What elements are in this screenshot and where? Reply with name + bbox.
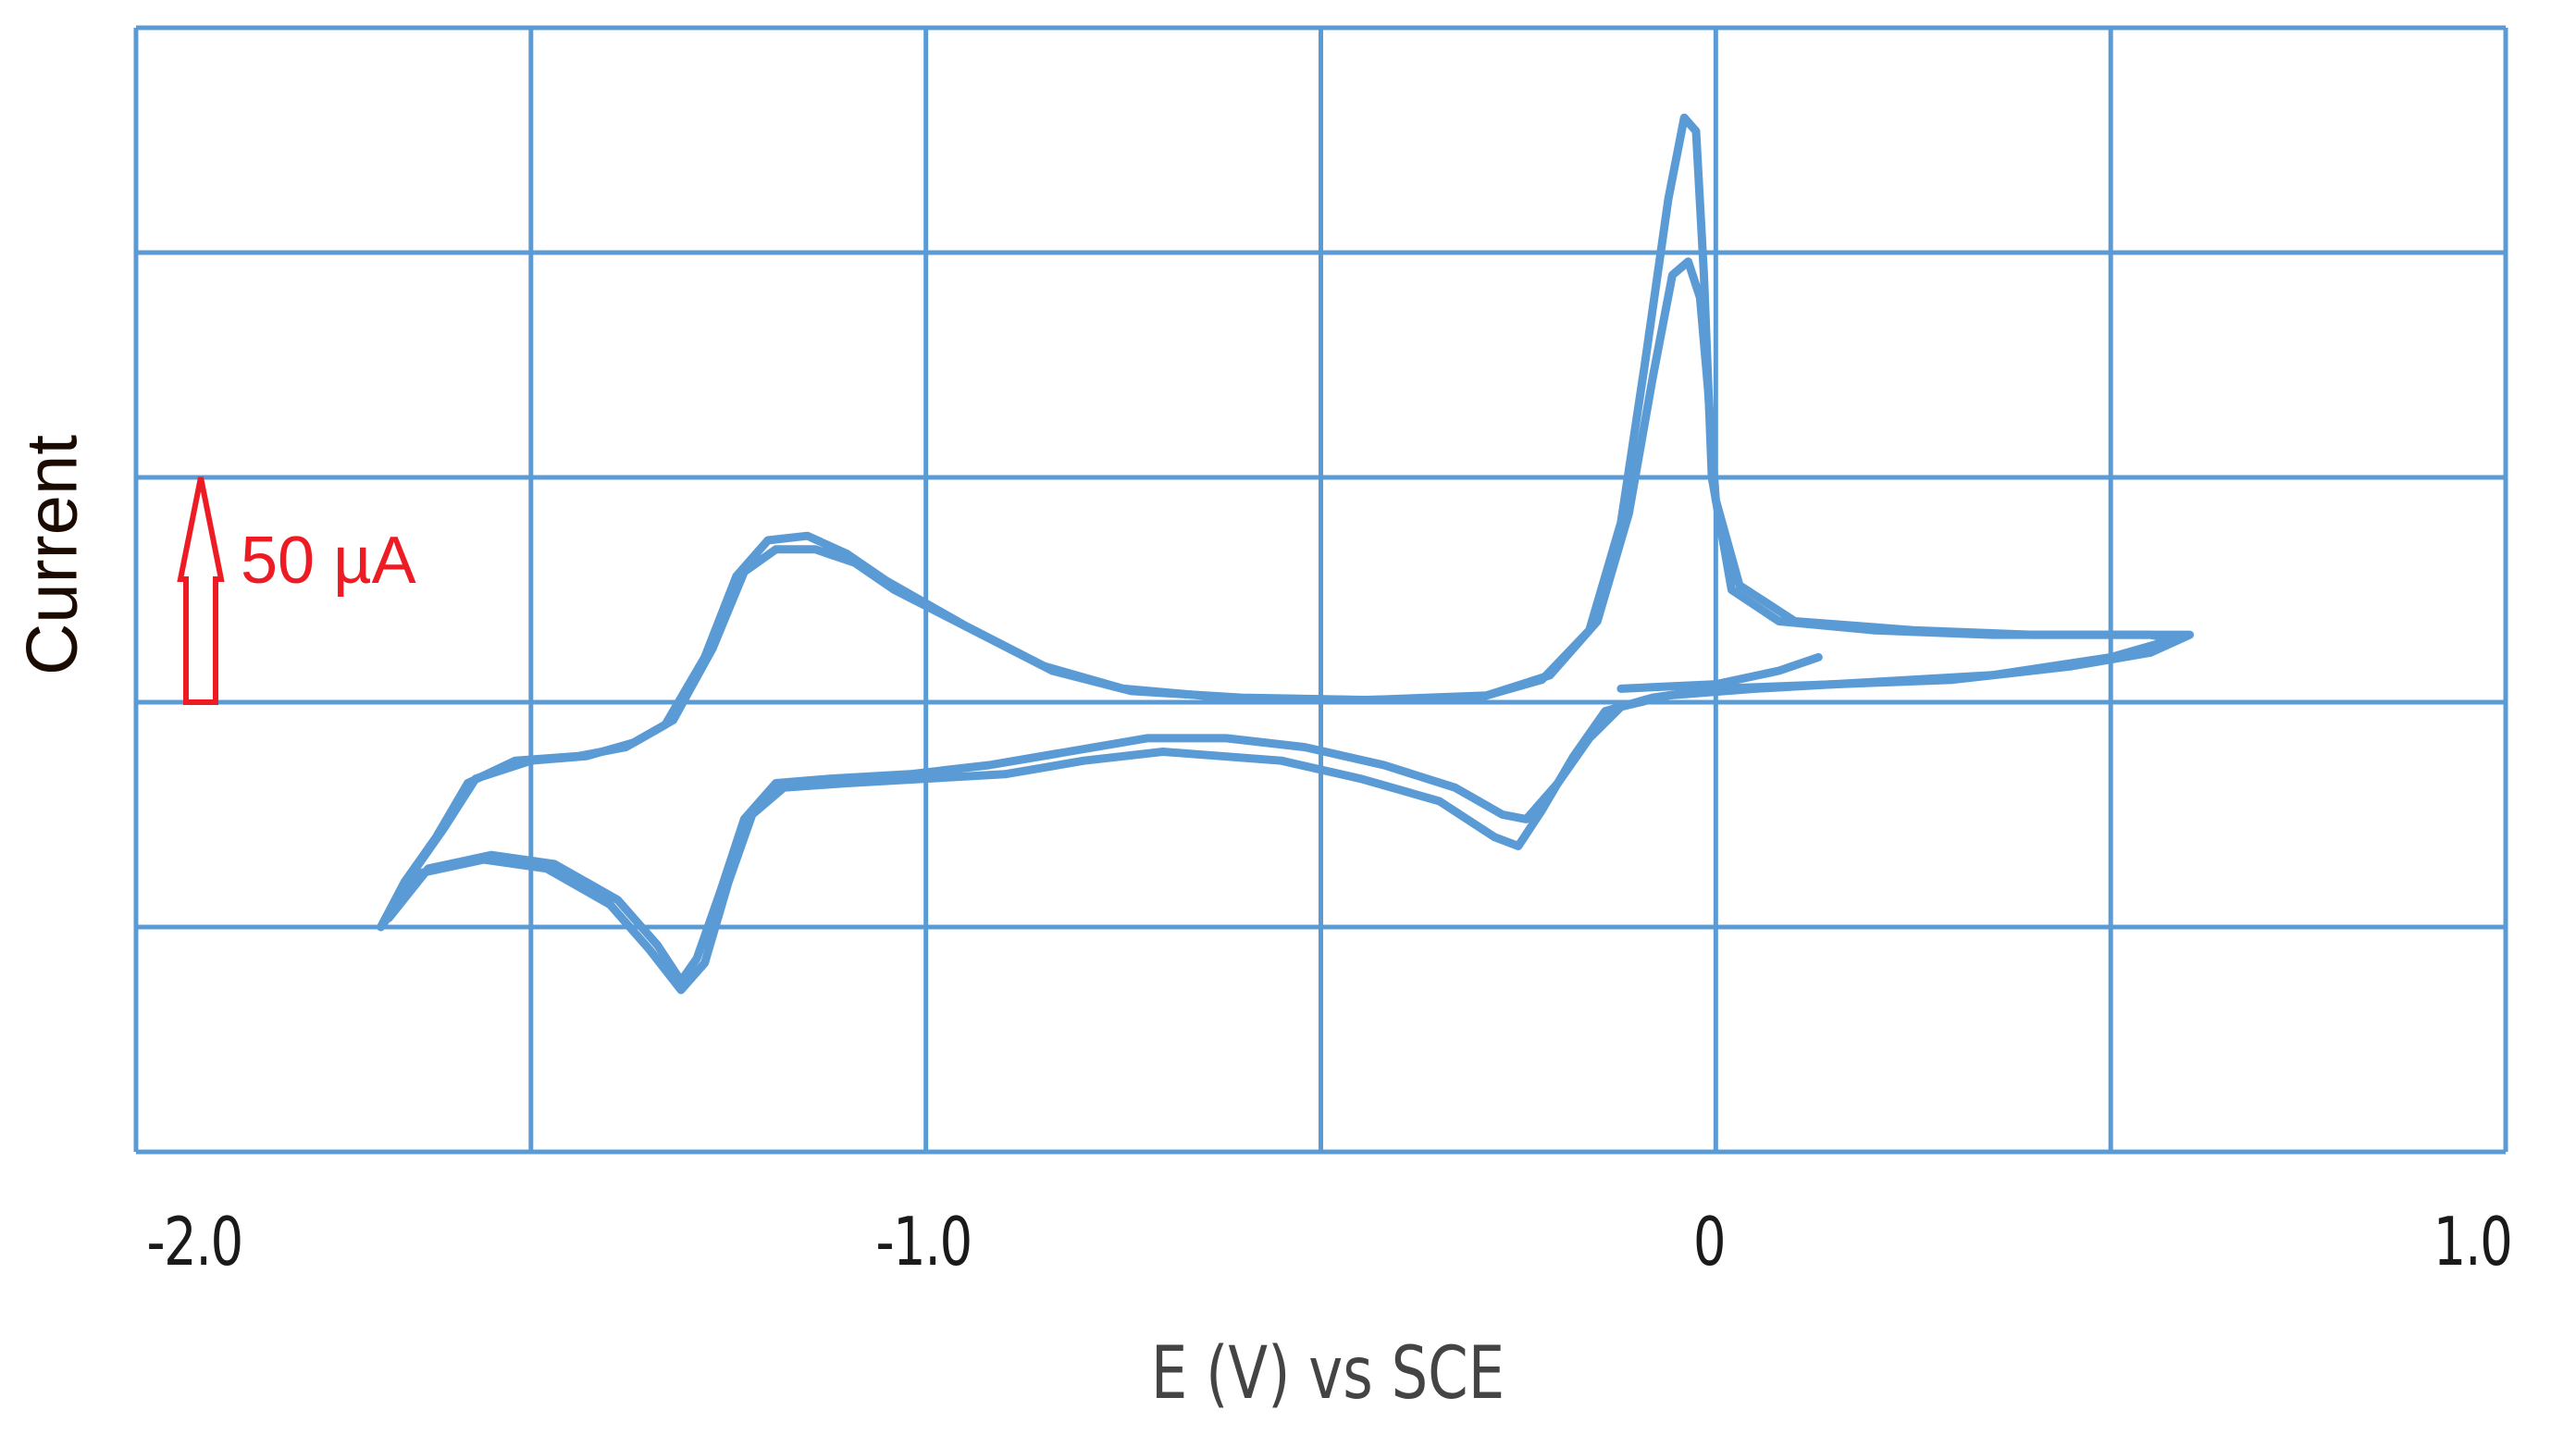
x-tick-label: 0 [1692, 1203, 1727, 1280]
scale-bar-label: 50 µA [241, 524, 416, 598]
x-tick-label: 1.0 [2433, 1203, 2513, 1280]
x-axis-title: E (V) vs SCE [1150, 1332, 1505, 1416]
plot-grid [133, 25, 2508, 1155]
x-tick-label: -1.0 [875, 1203, 972, 1280]
up-arrow-icon [177, 476, 225, 705]
cv-trace-line [384, 257, 2178, 985]
cv-traces [377, 113, 2194, 995]
y-axis-title: Current [10, 434, 93, 676]
cv-trace-line [1616, 652, 1823, 693]
cv-trace-line [377, 113, 2194, 995]
scale-arrow-icon [177, 476, 225, 705]
x-tick-label: -2.0 [146, 1203, 243, 1280]
